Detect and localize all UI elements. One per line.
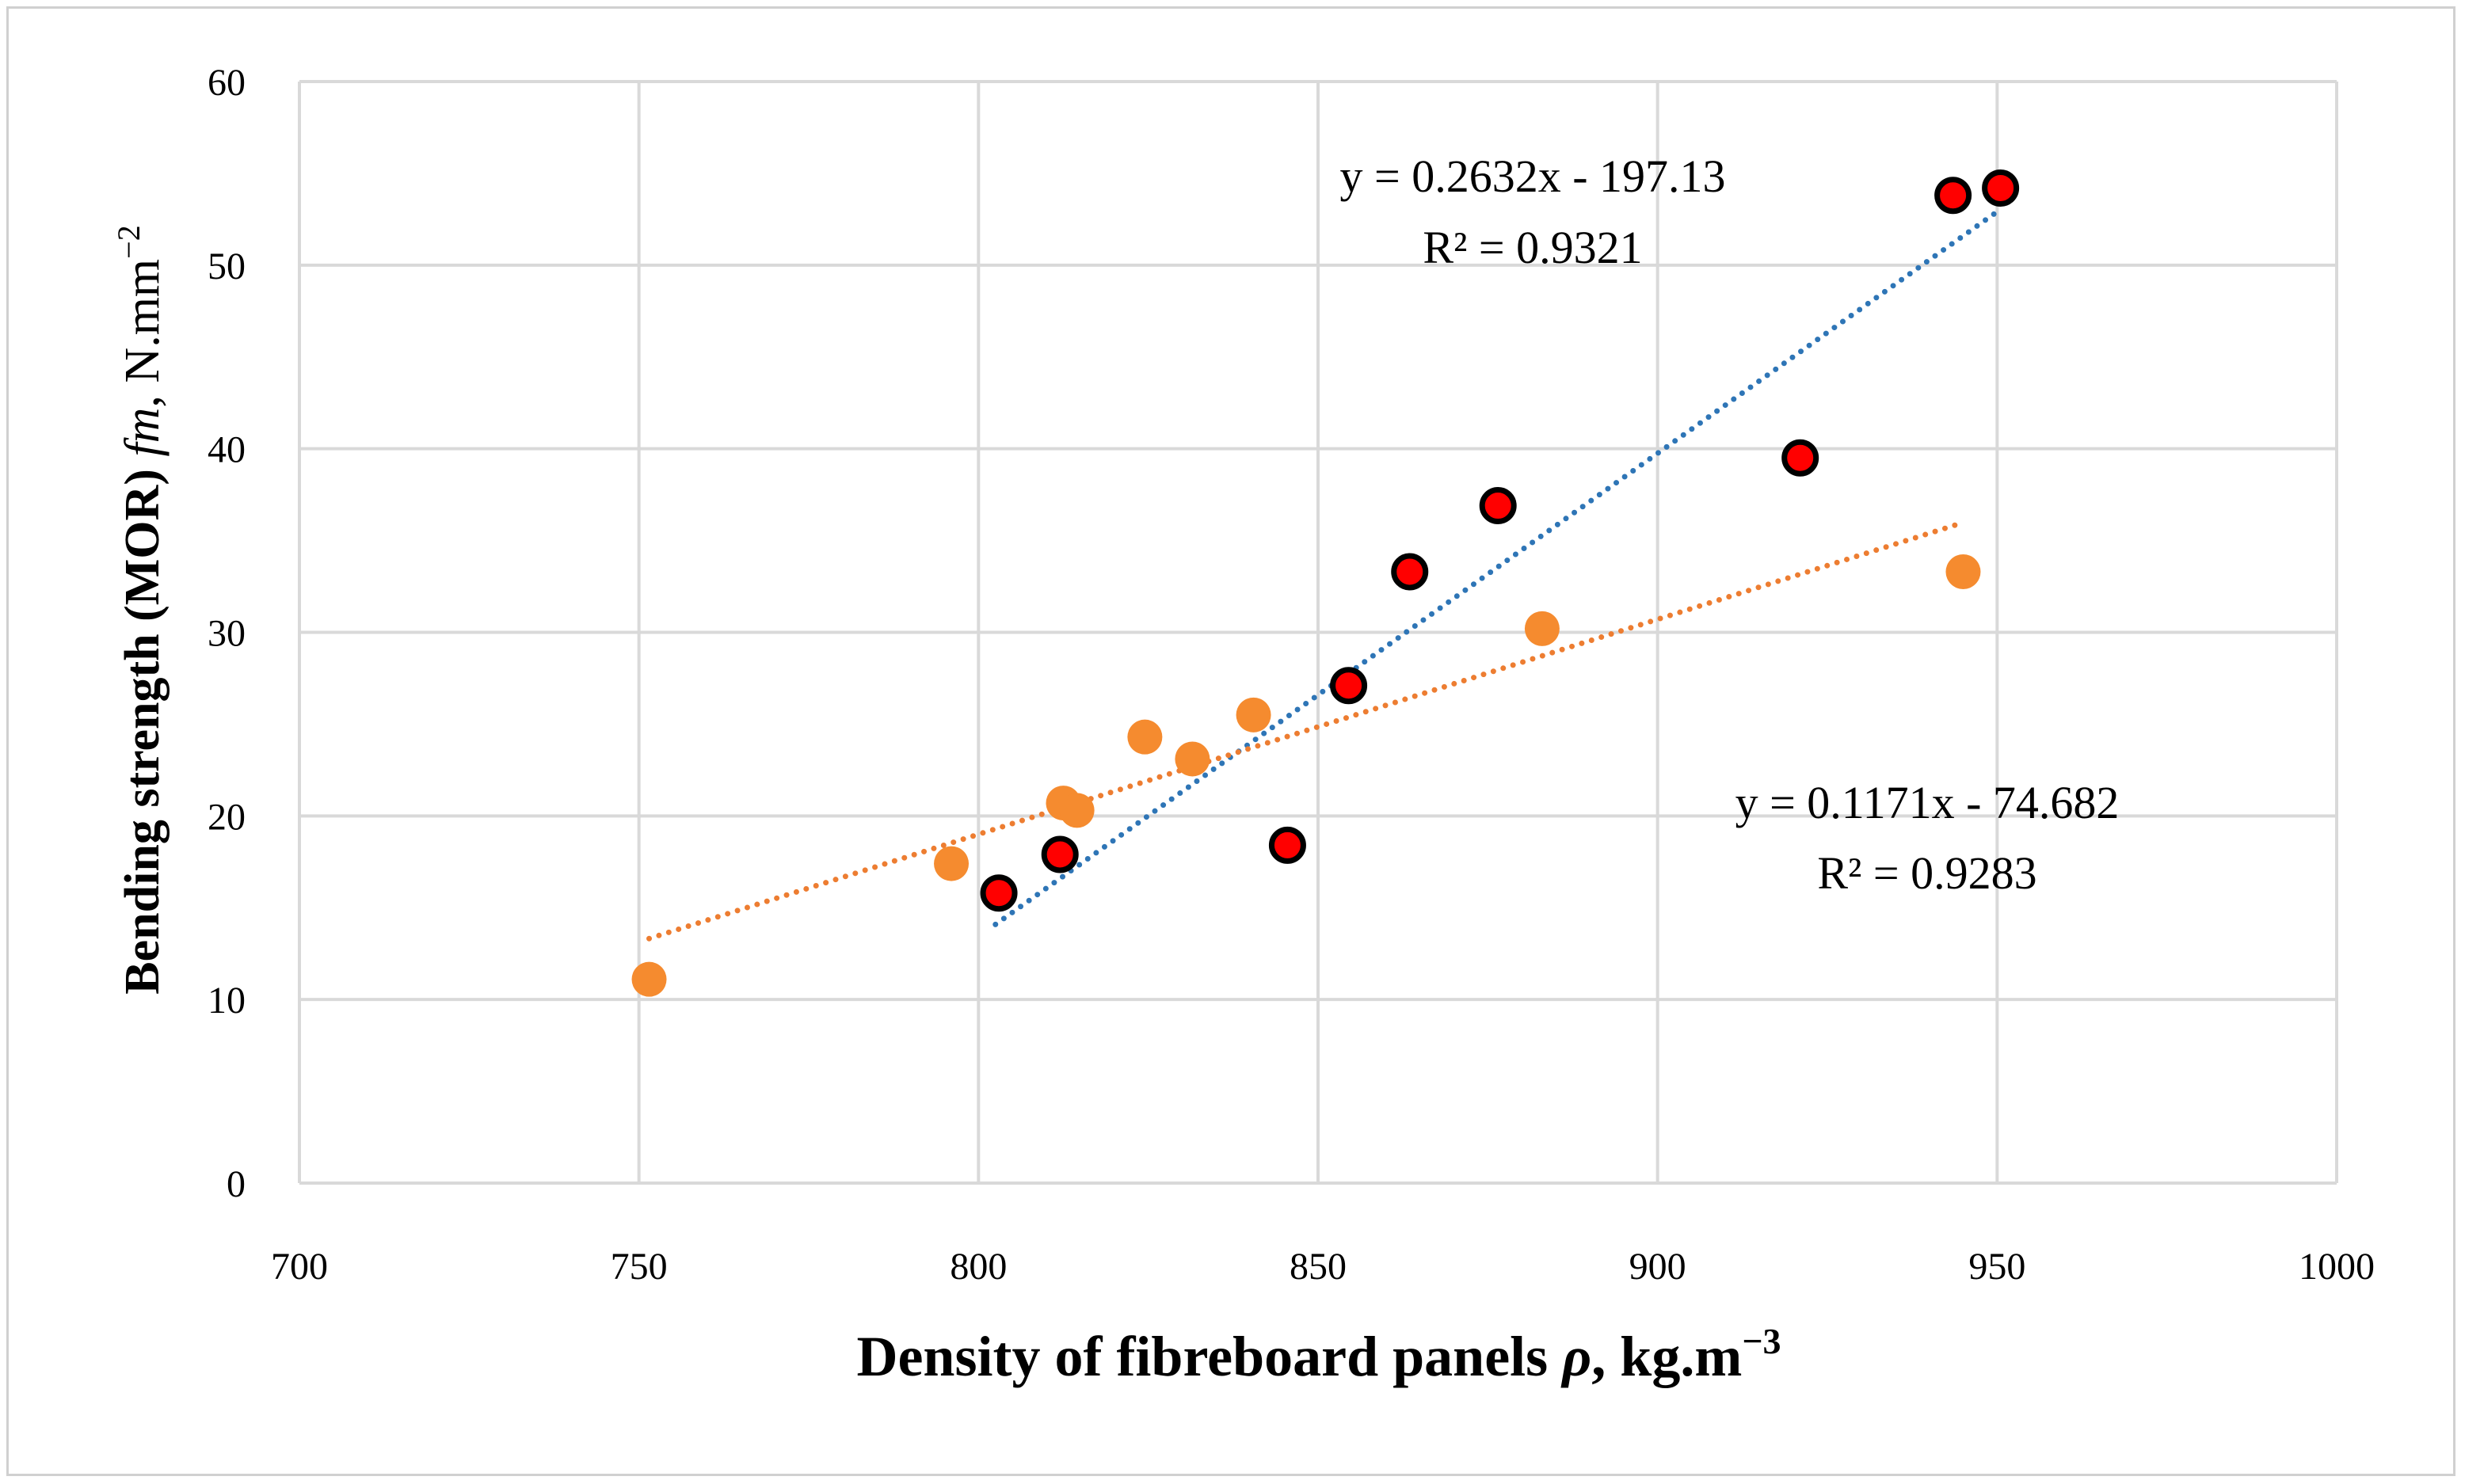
data-point-orange	[1060, 793, 1095, 828]
data-point-orange	[1175, 741, 1210, 776]
axes: 700 750 800 850 900 950 1000 0 10 20 30 40 50 60	[208, 62, 2375, 1288]
y-tick-label: 60	[208, 62, 246, 104]
data-point-orange	[1945, 554, 1980, 589]
equation-red: y = 0.2632x - 197.13	[1339, 150, 1725, 202]
labels: y = 0.2632x - 197.13 R² = 0.9321 y = 0.1…	[111, 150, 2119, 1388]
data-point-orange	[1525, 611, 1560, 646]
x-tick-label: 800	[950, 1246, 1007, 1288]
data-point-orange	[934, 847, 969, 881]
y-axis-label-symbol: fm	[116, 408, 170, 457]
data-point-red	[1044, 839, 1076, 870]
data-point-red	[1271, 829, 1303, 861]
y-tick-label: 30	[208, 613, 246, 655]
x-tick-label: 950	[1968, 1246, 2025, 1288]
data-point-orange	[632, 962, 667, 997]
r-squared-orange: R² = 0.9283	[1817, 847, 2036, 899]
y-tick-label: 40	[208, 429, 246, 471]
equation-orange: y = 0.1171x - 74.682	[1735, 777, 2120, 828]
y-tick-label: 10	[208, 980, 246, 1022]
y-axis-label-exp: −2	[111, 225, 147, 259]
r-squared-red: R² = 0.9321	[1423, 222, 1642, 273]
data-point-red	[1937, 180, 1969, 211]
x-tick-label: 750	[611, 1246, 668, 1288]
y-tick-label: 20	[208, 796, 246, 838]
grid	[299, 82, 2337, 1183]
x-axis-label: Density of fibreboard panels ρ, kg.m−3	[856, 1321, 1781, 1388]
data-points	[632, 172, 2017, 996]
data-point-orange	[1236, 698, 1271, 732]
x-tick-label: 900	[1629, 1246, 1686, 1288]
y-tick-label: 50	[208, 245, 246, 287]
x-axis-label-symbol: ρ	[1560, 1325, 1591, 1388]
x-tick-label: 850	[1290, 1246, 1347, 1288]
scatter-chart: 700 750 800 850 900 950 1000 0 10 20 30 40 50 60 y = …	[0, 0, 2465, 1484]
trendline-orange	[650, 523, 1964, 938]
x-tick-label: 700	[271, 1246, 328, 1288]
x-axis-label-main: Density of fibreboard panels	[856, 1325, 1562, 1388]
y-axis-label-main: Bending strength (MOR)	[116, 457, 170, 995]
data-point-red	[983, 877, 1015, 909]
data-point-red	[1482, 490, 1514, 522]
data-point-red	[1785, 442, 1816, 474]
x-axis-label-exp: −3	[1742, 1321, 1781, 1361]
y-axis-label: Bending strength (MOR) fm, N.mm−2	[111, 225, 170, 994]
data-point-orange	[1127, 720, 1162, 755]
trendlines	[650, 209, 2001, 938]
y-tick-label: 0	[227, 1163, 246, 1205]
x-tick-label: 1000	[2299, 1246, 2375, 1288]
data-point-red	[1985, 172, 2017, 204]
data-point-red	[1333, 670, 1365, 702]
x-axis-label-unit: , kg.m	[1591, 1325, 1742, 1388]
data-point-red	[1394, 556, 1426, 588]
y-axis-label-unit: , N.mm	[116, 259, 170, 408]
